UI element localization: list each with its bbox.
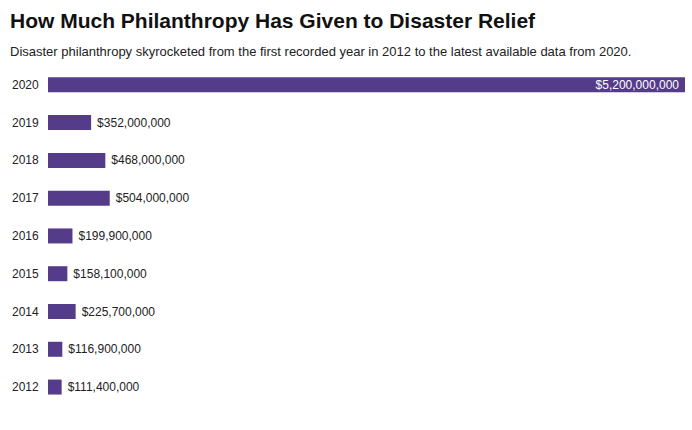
svg-text:2016: 2016	[12, 229, 39, 243]
svg-text:$199,900,000: $199,900,000	[78, 229, 152, 243]
svg-text:$158,100,000: $158,100,000	[73, 267, 147, 281]
svg-text:2017: 2017	[12, 191, 39, 205]
svg-text:2020: 2020	[12, 78, 39, 92]
svg-text:2012: 2012	[12, 380, 39, 394]
svg-text:$116,900,000: $116,900,000	[68, 342, 141, 356]
svg-text:2018: 2018	[12, 153, 39, 167]
svg-text:2015: 2015	[12, 267, 39, 281]
svg-text:$111,400,000: $111,400,000	[68, 380, 140, 394]
svg-text:$352,000,000: $352,000,000	[97, 116, 171, 130]
svg-text:$504,000,000: $504,000,000	[116, 191, 190, 205]
html-text:How Much Philanthropy Has Give: How Much Philanthropy Has Given to Disas…	[10, 9, 536, 32]
svg-text:2019: 2019	[12, 116, 39, 130]
svg-text:$225,700,000: $225,700,000	[82, 305, 156, 319]
html-text:Disaster philanthropy skyrocke: Disaster philanthropy skyrocketed from t…	[10, 44, 632, 59]
svg-text:2014: 2014	[12, 305, 39, 319]
svg-text:$468,000,000: $468,000,000	[111, 153, 185, 167]
svg-text:$5,200,000,000: $5,200,000,000	[596, 78, 680, 92]
svg-text:2013: 2013	[12, 342, 39, 356]
